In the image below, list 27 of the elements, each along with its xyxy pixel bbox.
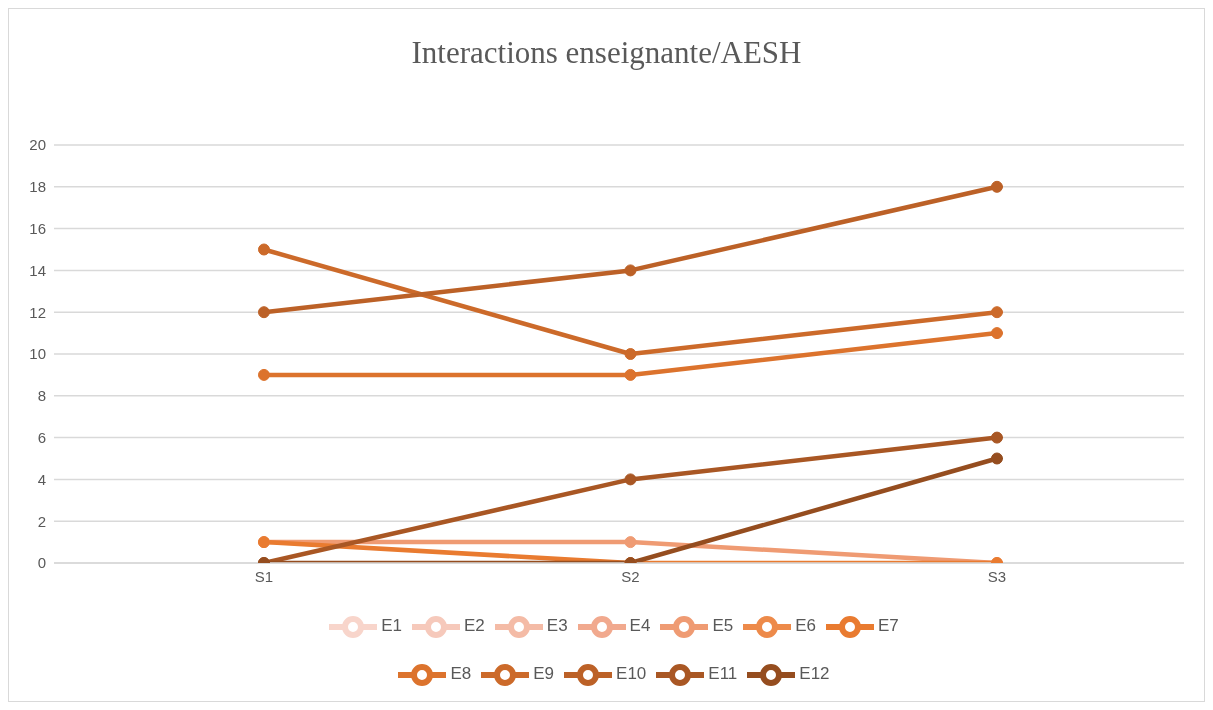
x-tick-label: S1 bbox=[254, 567, 274, 585]
y-tick-label: 4 bbox=[37, 470, 46, 488]
legend-label: E7 bbox=[877, 616, 899, 636]
legend-label: E12 bbox=[799, 664, 830, 684]
y-tick-label: 6 bbox=[37, 428, 46, 446]
legend-label: E1 bbox=[381, 616, 402, 636]
x-tick-label: S3 bbox=[987, 567, 1007, 585]
legend-label: E10 bbox=[616, 664, 647, 684]
legend-label: E5 bbox=[712, 616, 734, 636]
y-tick-label: 0 bbox=[37, 554, 46, 572]
y-tick-label: 2 bbox=[37, 512, 46, 530]
x-tick-label: S2 bbox=[621, 567, 640, 585]
legend-label: E9 bbox=[533, 664, 555, 684]
y-tick-label: 8 bbox=[37, 387, 46, 405]
legend-label: E11 bbox=[708, 664, 738, 684]
legend-label: E6 bbox=[795, 616, 816, 636]
y-tick-label: 20 bbox=[29, 136, 46, 154]
y-tick-label: 18 bbox=[29, 178, 46, 196]
y-tick-label: 16 bbox=[29, 219, 46, 237]
legend-label: E8 bbox=[450, 664, 472, 684]
y-tick-label: 14 bbox=[29, 261, 46, 279]
y-tick-label: 12 bbox=[29, 303, 46, 321]
legend-label: E4 bbox=[629, 616, 651, 636]
legend-label: E2 bbox=[464, 616, 485, 636]
chart-title: Interactions enseignante/AESH bbox=[410, 34, 803, 70]
y-tick-label: 10 bbox=[29, 345, 46, 363]
legend-label: E3 bbox=[546, 616, 568, 636]
